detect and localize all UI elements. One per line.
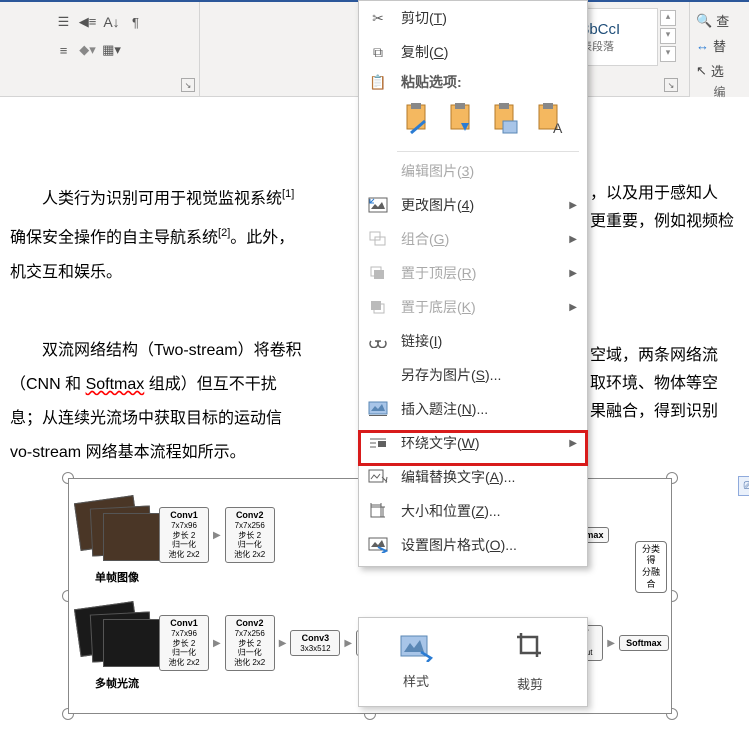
border-icon[interactable]: ▦▾ (103, 41, 121, 59)
chevron-right-icon: ▶ (569, 268, 577, 279)
style-scroll[interactable]: ▴ ▾ ▾ (660, 10, 676, 62)
select-icon: ↖ (696, 63, 707, 79)
ctx-cut[interactable]: ✂ 剪切(T) (359, 1, 587, 35)
chevron-right-icon: ▶ (569, 302, 577, 313)
ctx-change-picture[interactable]: 更改图片(4) ▶ (359, 188, 587, 222)
text-fragment: 取环境、物体等空 (590, 370, 718, 398)
ctx-link[interactable]: 链接(I) (359, 324, 587, 358)
fusion-box: 分类得 分融合 (635, 541, 667, 593)
link-icon (367, 334, 389, 348)
ctx-edit-alt-text[interactable]: 编辑替换文字(A)... (359, 460, 587, 494)
ctx-wrap-text[interactable]: 环绕文字(W) ▶ (359, 426, 587, 460)
mini-toolbar: 样式 裁剪 (358, 617, 588, 707)
context-menu: ✂ 剪切(T) ⧉ 复制(C) 📋 粘贴选项: A 编辑图片(3) 更改图片(4… (358, 0, 588, 567)
thumb-single-frame: 单帧图像 (77, 499, 167, 571)
chevron-right-icon: ▶ (569, 234, 577, 245)
replace-button[interactable]: ↔替 (690, 33, 749, 58)
svg-text:A: A (553, 120, 563, 136)
alt-text-icon (367, 469, 389, 485)
format-picture-icon (367, 537, 389, 553)
text-fragment: 果融合，得到识别 (590, 398, 718, 426)
group-label: 编 (690, 83, 749, 102)
chevron-right-icon: ▶ (569, 438, 577, 449)
copy-icon: ⧉ (367, 44, 389, 61)
send-back-icon (367, 299, 389, 315)
ctx-group: 组合(G) ▶ (359, 222, 587, 256)
styles-dialog-launcher[interactable]: ↘ (664, 78, 678, 92)
find-button[interactable]: 🔍查 (690, 8, 749, 33)
paragraph-group: ☰ ◀≡ A↓ ¶ ≡ ◆▾ ▦▾ ↘ (0, 2, 200, 96)
layout-options-icon[interactable]: ⎚ (738, 476, 749, 496)
outdent-icon[interactable]: ◀≡ (79, 13, 97, 31)
ctx-send-back: 置于底层(K) ▶ (359, 290, 587, 324)
ctx-format-picture[interactable]: 设置图片格式(O)... (359, 528, 587, 562)
picture-style-icon (399, 634, 433, 665)
ctx-copy[interactable]: ⧉ 复制(C) (359, 35, 587, 69)
text-fragment: 更重要，例如视频检 (590, 208, 734, 236)
group-icon (367, 231, 389, 247)
sort-icon[interactable]: A↓ (103, 13, 121, 31)
paste-icon: 📋 (367, 74, 389, 91)
thumb-optical-flow: 多帧光流 (77, 605, 167, 677)
editing-group: 🔍查 ↔替 ↖选 编 (689, 2, 749, 97)
search-icon: 🔍 (696, 13, 712, 29)
change-picture-icon (367, 197, 389, 213)
replace-icon: ↔ (696, 38, 709, 53)
paste-options-row: A (359, 95, 587, 149)
style-item-3[interactable]: 3bCcI 表段落 (576, 8, 658, 66)
ctx-edit-picture: 编辑图片(3) (359, 154, 587, 188)
text-fragment: ，以及用于感知人 (590, 180, 718, 208)
insert-caption-icon (367, 401, 389, 417)
show-marks-icon[interactable]: ¶ (127, 13, 145, 31)
ctx-bring-front: 置于顶层(R) ▶ (359, 256, 587, 290)
mini-crop-button[interactable]: 裁剪 (473, 618, 587, 706)
select-button[interactable]: ↖选 (690, 58, 749, 83)
text-fragment: 空域，两条网络流 (590, 342, 718, 370)
paste-option-1[interactable] (401, 101, 435, 139)
paste-option-4[interactable]: A (533, 101, 567, 139)
align-left-icon[interactable]: ≡ (55, 41, 73, 59)
ctx-save-as-picture[interactable]: 另存为图片(S)... (359, 358, 587, 392)
crop-icon (515, 631, 545, 668)
cut-icon: ✂ (367, 10, 389, 27)
bring-front-icon (367, 265, 389, 281)
fill-icon[interactable]: ◆▾ (79, 41, 97, 59)
ctx-insert-caption[interactable]: 插入题注(N)... (359, 392, 587, 426)
wrap-text-icon (367, 436, 389, 450)
paste-option-3[interactable] (489, 101, 523, 139)
list-indent-icon[interactable]: ☰ (55, 13, 73, 31)
paste-option-2[interactable] (445, 101, 479, 139)
size-position-icon (367, 503, 389, 519)
dialog-launcher-icon[interactable]: ↘ (181, 78, 195, 92)
chevron-right-icon: ▶ (569, 200, 577, 211)
mini-style-button[interactable]: 样式 (359, 618, 473, 706)
ctx-size-position[interactable]: 大小和位置(Z)... (359, 494, 587, 528)
ctx-paste-header: 📋 粘贴选项: (359, 69, 587, 95)
